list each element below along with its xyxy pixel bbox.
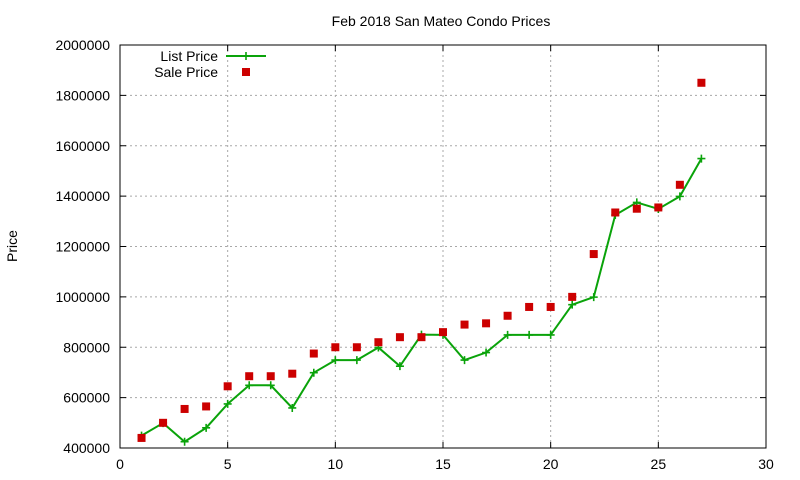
sale-price-point xyxy=(654,203,663,212)
y-tick-label: 1600000 xyxy=(55,138,110,154)
list-price-point xyxy=(482,348,491,357)
sale-price-point xyxy=(525,302,534,311)
sale-price-point xyxy=(266,372,275,381)
grid-lines xyxy=(120,45,766,448)
list-price-point xyxy=(180,437,189,446)
sale-price-point xyxy=(374,338,383,347)
list-price-point xyxy=(568,300,577,309)
list-price-point xyxy=(460,356,469,365)
legend-label-list-price: List Price xyxy=(160,48,218,64)
list-price-point xyxy=(503,330,512,339)
list-price-point xyxy=(288,403,297,412)
sale-price-point xyxy=(460,320,469,329)
sale-price-point xyxy=(395,333,404,342)
y-tick-label: 2000000 xyxy=(55,37,110,53)
x-tick-label: 30 xyxy=(758,456,774,472)
sale-price-point xyxy=(482,319,491,328)
list-price-point xyxy=(589,293,598,302)
sale-price-point xyxy=(439,328,447,337)
y-tick-label: 1000000 xyxy=(55,289,110,305)
sale-price-point xyxy=(632,204,641,213)
list-price-point xyxy=(331,356,340,365)
list-price-point xyxy=(675,192,684,201)
list-price-point xyxy=(309,368,318,377)
y-tick-label: 800000 xyxy=(63,339,110,355)
list-price-point xyxy=(266,381,275,390)
chart-title: Feb 2018 San Mateo Condo Prices xyxy=(332,13,551,29)
y-tick-label: 1400000 xyxy=(55,188,110,204)
sale-price-point xyxy=(546,302,555,311)
sale-price-point xyxy=(675,180,684,189)
y-tick-label: 1200000 xyxy=(55,239,110,255)
list-price-point xyxy=(245,381,254,390)
y-tick-label: 1800000 xyxy=(55,87,110,103)
sale-price-point xyxy=(568,292,577,301)
x-tick-label: 20 xyxy=(543,456,559,472)
list-price-point xyxy=(525,330,534,339)
series-layer xyxy=(137,78,706,446)
sale-price-point xyxy=(245,372,254,381)
list-price-line xyxy=(141,158,703,443)
list-price-point xyxy=(223,399,232,408)
x-tick-label: 10 xyxy=(328,456,344,472)
x-tick-label: 15 xyxy=(435,456,451,472)
sale-price-point xyxy=(137,433,146,442)
list-price-point xyxy=(202,423,211,432)
sale-price-point xyxy=(503,311,512,320)
sale-price-point xyxy=(159,418,168,427)
list-price-point xyxy=(395,362,404,371)
sale-price-point xyxy=(589,250,598,259)
sale-price-point xyxy=(309,349,318,358)
x-tick-label: 5 xyxy=(224,456,232,472)
axis-ticks: 400000 600000 800000 1000000 1200000 1400000 1… xyxy=(55,37,774,472)
x-tick-label: 0 xyxy=(116,456,124,472)
sale-price-point xyxy=(611,208,620,217)
x-tick-label: 25 xyxy=(651,456,667,472)
sale-price-point xyxy=(417,333,426,342)
legend-label-sale-price: Sale Price xyxy=(154,64,218,80)
y-axis-label: Price xyxy=(4,230,20,262)
y-tick-label: 600000 xyxy=(63,390,110,406)
y-tick-label: 400000 xyxy=(63,440,110,456)
sale-price-point xyxy=(331,343,340,352)
legend-swatch-sale-price xyxy=(242,68,250,76)
list-price-point xyxy=(546,330,555,339)
sale-price-point xyxy=(180,404,189,413)
list-price-point xyxy=(697,154,706,163)
sale-price-point xyxy=(223,382,232,391)
sale-price-point xyxy=(352,343,361,352)
sale-price-point xyxy=(697,78,706,87)
list-price-point xyxy=(352,356,361,365)
sale-price-point xyxy=(288,369,297,378)
legend-marker-list-price xyxy=(242,52,250,60)
sale-price-point xyxy=(202,402,211,411)
